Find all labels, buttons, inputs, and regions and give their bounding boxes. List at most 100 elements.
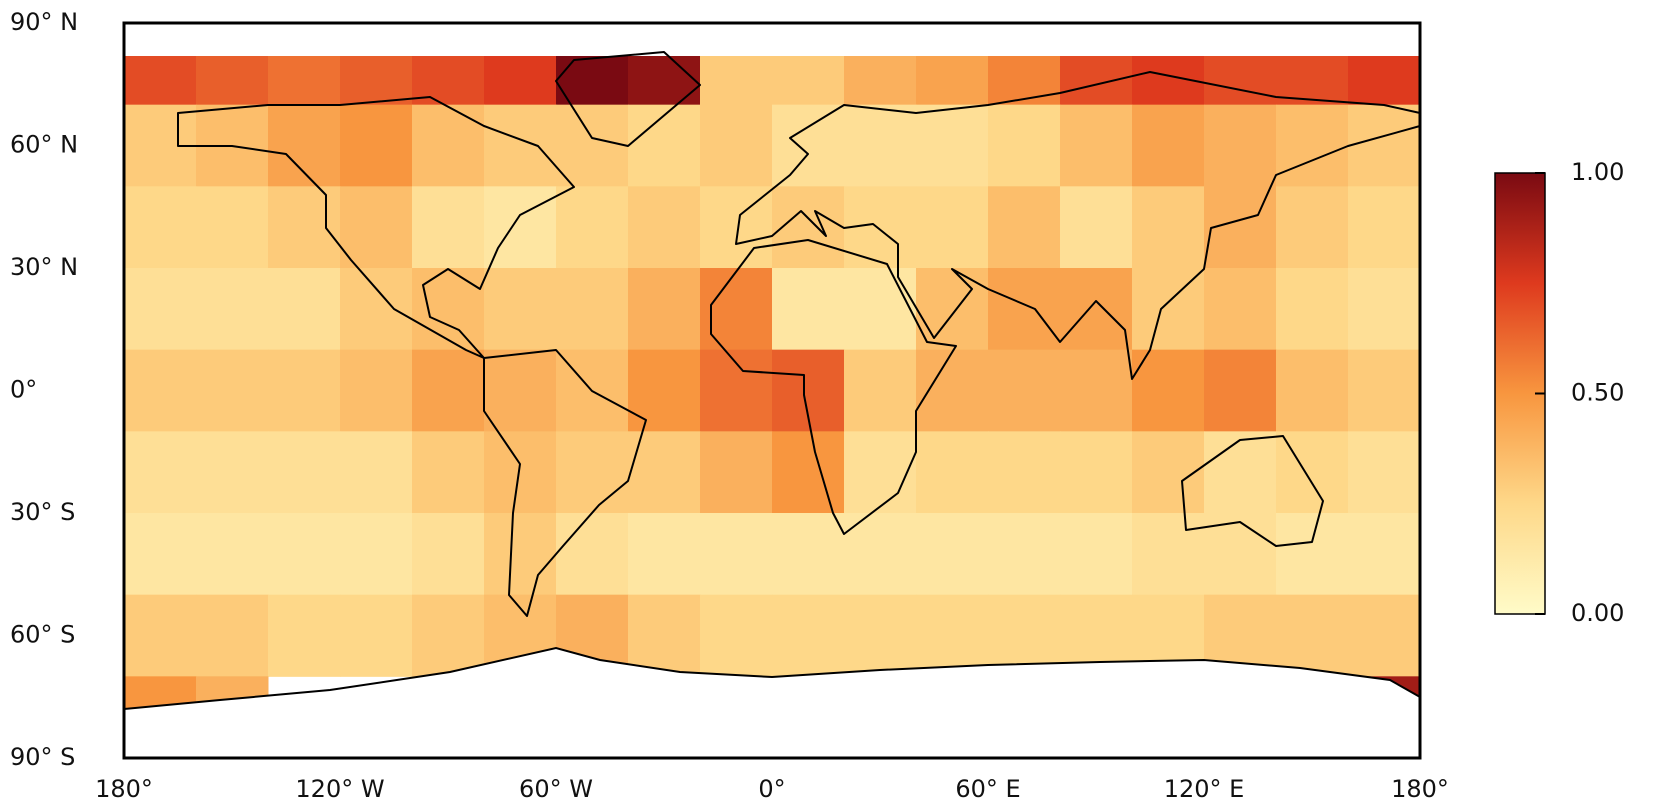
south-america bbox=[483, 349, 647, 617]
heat-cell bbox=[628, 431, 701, 514]
heat-cell bbox=[700, 431, 773, 514]
heat-cell bbox=[484, 349, 557, 432]
heat-cell bbox=[844, 268, 917, 351]
heat-cell bbox=[916, 431, 989, 514]
heat-cell bbox=[1348, 186, 1421, 269]
heat-cell bbox=[412, 349, 485, 432]
heat-cell bbox=[412, 431, 485, 514]
heat-cell bbox=[772, 513, 845, 596]
heat-cell bbox=[556, 186, 629, 269]
heat-cell bbox=[628, 268, 701, 351]
heat-cell bbox=[412, 104, 485, 187]
heat-cell bbox=[844, 513, 917, 596]
heat-cell bbox=[700, 104, 773, 187]
heat-cell bbox=[772, 431, 845, 514]
heat-cell bbox=[484, 104, 557, 187]
heat-cell bbox=[628, 349, 701, 432]
x-tick-label: 180° bbox=[1391, 775, 1449, 803]
y-tick-label: 60° N bbox=[10, 131, 78, 159]
x-tick-label: 0° bbox=[758, 775, 785, 803]
heat-cell bbox=[1132, 513, 1205, 596]
heat-cell bbox=[124, 349, 197, 432]
heat-cell bbox=[772, 186, 845, 269]
heat-cell bbox=[916, 349, 989, 432]
heat-cell bbox=[1132, 104, 1205, 187]
heat-cell bbox=[988, 268, 1061, 351]
y-tick-label: 90° S bbox=[10, 743, 75, 771]
heat-cell bbox=[340, 594, 413, 677]
heat-cell bbox=[268, 431, 341, 514]
heat-cell bbox=[1132, 268, 1205, 351]
heat-cell bbox=[124, 431, 197, 514]
heat-cell bbox=[772, 268, 845, 351]
heat-cell bbox=[124, 268, 197, 351]
colorbar-tick-label: 1.00 bbox=[1571, 158, 1624, 186]
heat-cell bbox=[700, 513, 773, 596]
heat-cell bbox=[916, 594, 989, 677]
heat-cell bbox=[340, 431, 413, 514]
heat-cell bbox=[1276, 513, 1349, 596]
heat-cell bbox=[772, 594, 845, 677]
heat-cell bbox=[988, 104, 1061, 187]
colorbar-tick-label: 0.50 bbox=[1571, 379, 1624, 407]
x-tick-label: 60° E bbox=[955, 775, 1020, 803]
heat-cell bbox=[1060, 186, 1133, 269]
heat-cell bbox=[196, 431, 269, 514]
heat-cell bbox=[484, 513, 557, 596]
heat-cell bbox=[1348, 594, 1421, 677]
heat-cell bbox=[268, 268, 341, 351]
heat-cell bbox=[988, 513, 1061, 596]
heat-cell bbox=[988, 431, 1061, 514]
heat-cell bbox=[412, 513, 485, 596]
africa bbox=[710, 239, 957, 535]
heat-cell bbox=[1276, 268, 1349, 351]
y-tick-label: 30° N bbox=[10, 253, 78, 281]
y-tick-label: 30° S bbox=[10, 498, 75, 526]
heat-cell bbox=[556, 431, 629, 514]
heat-cell bbox=[628, 104, 701, 187]
heat-cell bbox=[196, 513, 269, 596]
heat-cell bbox=[1060, 431, 1133, 514]
heat-cell bbox=[124, 186, 197, 269]
heat-cell bbox=[340, 349, 413, 432]
heat-cell bbox=[1060, 268, 1133, 351]
heat-cell bbox=[1204, 104, 1277, 187]
heat-cell bbox=[1204, 513, 1277, 596]
heat-cell bbox=[268, 349, 341, 432]
heat-cell bbox=[700, 186, 773, 269]
north-america bbox=[177, 96, 575, 359]
y-tick-label: 60° S bbox=[10, 621, 75, 649]
y-tick-label: 90° N bbox=[10, 8, 78, 36]
heat-cell bbox=[1060, 349, 1133, 432]
heat-cell bbox=[772, 104, 845, 187]
heat-cell bbox=[916, 268, 989, 351]
australia bbox=[1181, 435, 1324, 547]
y-tick-label: 0° bbox=[10, 376, 37, 404]
heatmap-cells bbox=[124, 23, 1421, 759]
eurasia bbox=[735, 71, 1421, 380]
heat-cell bbox=[340, 104, 413, 187]
heat-cell bbox=[196, 594, 269, 677]
heat-cell bbox=[1348, 431, 1421, 514]
heat-cell bbox=[700, 594, 773, 677]
heat-cell bbox=[196, 349, 269, 432]
heat-cell bbox=[1276, 186, 1349, 269]
heat-cell bbox=[124, 513, 197, 596]
heat-cell bbox=[628, 594, 701, 677]
heat-cell bbox=[916, 513, 989, 596]
heat-cell bbox=[268, 186, 341, 269]
x-tick-label: 120° E bbox=[1164, 775, 1245, 803]
heat-cell bbox=[988, 349, 1061, 432]
heat-cell bbox=[1276, 104, 1349, 187]
heat-cell bbox=[1276, 349, 1349, 432]
heat-cell bbox=[1132, 349, 1205, 432]
heat-cell bbox=[196, 186, 269, 269]
heat-cell bbox=[1204, 431, 1277, 514]
heat-cell bbox=[1132, 186, 1205, 269]
heat-cell bbox=[916, 104, 989, 187]
heat-cell bbox=[1348, 513, 1421, 596]
heat-cell bbox=[1348, 268, 1421, 351]
heat-cell bbox=[1204, 268, 1277, 351]
